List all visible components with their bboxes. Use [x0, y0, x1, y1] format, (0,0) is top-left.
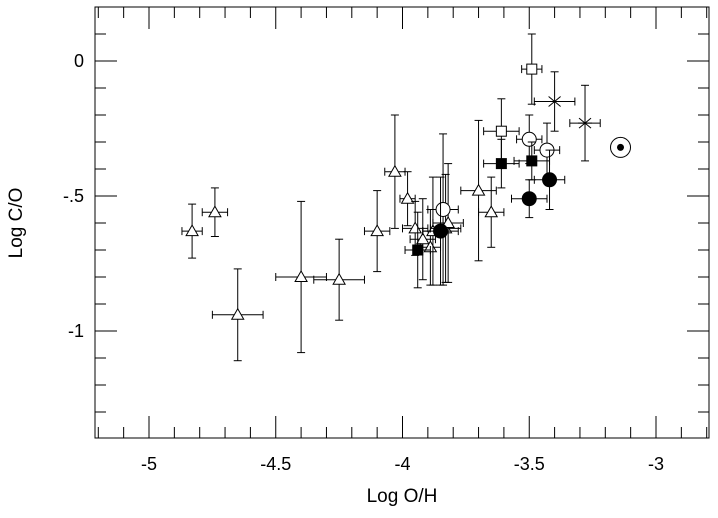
- open-triangle-point: [363, 190, 391, 273]
- y-tick-label: -1: [68, 321, 84, 341]
- y-axis-label: Log C/O: [6, 188, 27, 259]
- open-triangle-point: [201, 187, 229, 237]
- open-triangle-point: [460, 119, 497, 262]
- plot-frame: [94, 6, 710, 439]
- open-triangle-point: [432, 163, 464, 283]
- filled-square-point: [513, 141, 551, 181]
- asterisk-point: [533, 71, 576, 132]
- open-square-point: [483, 98, 520, 165]
- open-triangle-point: [409, 198, 436, 281]
- x-tick-label: -5: [141, 454, 157, 474]
- data-points: [181, 33, 632, 362]
- x-tick-label: -4.5: [260, 454, 291, 474]
- open-triangle-point: [181, 203, 203, 259]
- y-tick-labels: 0 -.5 -1: [63, 51, 84, 341]
- open-triangle-point: [313, 238, 365, 321]
- filled-circle-point: [533, 149, 566, 210]
- open-triangle-point: [478, 176, 505, 248]
- y-tick-label: 0: [74, 51, 84, 71]
- open-triangle-point: [211, 268, 264, 362]
- open-triangle-point: [275, 200, 327, 354]
- x-tick-label: -3.5: [514, 454, 545, 474]
- filled-circle-point: [422, 176, 459, 286]
- filled-square-point: [404, 211, 431, 289]
- asterisk-point: [569, 84, 601, 162]
- open-triangle-point: [399, 171, 416, 227]
- x-axis-label: Log O/H: [367, 486, 438, 507]
- axis-ticks: [95, 7, 709, 438]
- open-circle-point: [427, 133, 459, 286]
- filled-circle-point: [511, 179, 548, 219]
- open-square-point: [521, 33, 543, 105]
- sun-symbol-point: [610, 136, 632, 158]
- open-triangle-point: [384, 114, 406, 229]
- x-tick-label: -4: [394, 454, 410, 474]
- x-tick-label: -3: [648, 454, 664, 474]
- y-tick-label: -.5: [63, 186, 84, 206]
- x-tick-labels: -5 -4.5 -4 -3.5 -3: [141, 454, 664, 474]
